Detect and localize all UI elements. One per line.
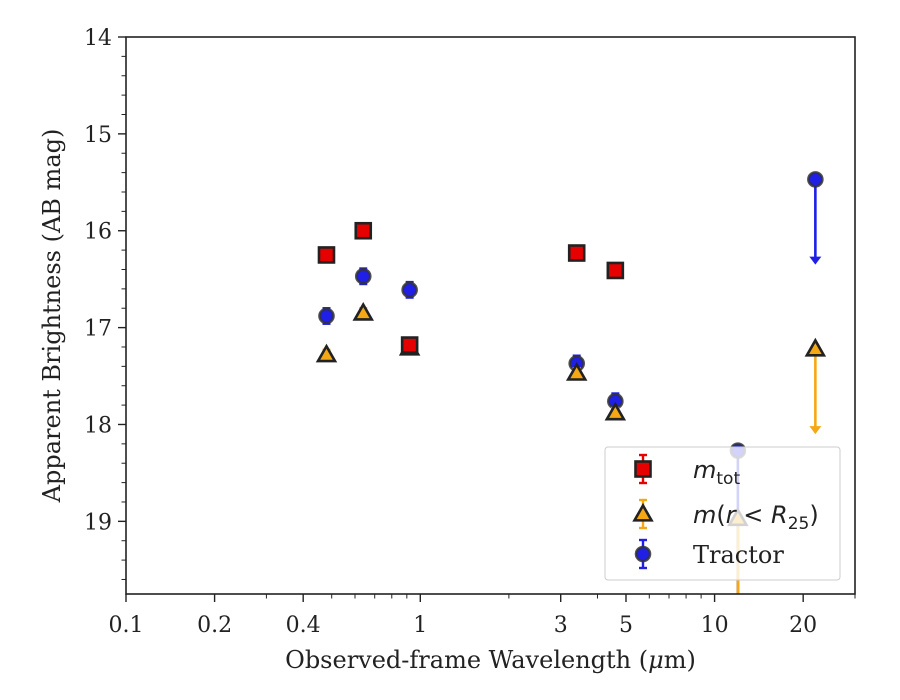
point-mtot bbox=[606, 261, 625, 280]
y-tick-label: 15 bbox=[84, 123, 112, 148]
y-axis-label: Apparent Brightness (AB mag) bbox=[38, 129, 66, 504]
point-mtot bbox=[354, 221, 373, 240]
arrow-head-mr25 bbox=[809, 426, 822, 435]
x-tick-label: 0.1 bbox=[109, 613, 144, 638]
plot-frame bbox=[125, 36, 856, 595]
legend-marker-tractor bbox=[634, 545, 652, 563]
legend-label-tractor: Tractor bbox=[693, 541, 784, 569]
y-tick-label: 19 bbox=[84, 510, 112, 535]
arrow-head-mr25 bbox=[732, 659, 744, 667]
point-tractor bbox=[401, 281, 418, 299]
arrow-head-tractor bbox=[732, 659, 744, 667]
x-tick-label: 0.4 bbox=[286, 613, 321, 638]
y-tick-label: 14 bbox=[84, 26, 112, 51]
x-tick-label: 20 bbox=[789, 613, 817, 638]
x-axis: 0.1 0.2 0.4 1 3 5 10 20 bbox=[109, 594, 856, 638]
legend: mtot m(r < R25) Tractor bbox=[604, 446, 841, 581]
point-mtot bbox=[400, 336, 419, 354]
point-mr25 bbox=[352, 301, 374, 321]
point-mtot bbox=[567, 244, 586, 262]
x-tick-label: 5 bbox=[619, 613, 633, 638]
y-axis: 14 15 16 17 18 19 bbox=[84, 26, 126, 580]
y-tick-label: 16 bbox=[84, 220, 112, 245]
point-mtot bbox=[317, 246, 336, 264]
series-mtot bbox=[317, 221, 625, 354]
y-tick-label: 17 bbox=[84, 317, 112, 342]
legend-label-mr25: m(r < R25) bbox=[693, 501, 819, 534]
arrow-head-tractor bbox=[809, 256, 822, 265]
x-tick-label: 3 bbox=[554, 613, 568, 638]
x-axis-label: Observed-frame Wavelength (μm) bbox=[285, 646, 696, 674]
point-tractor bbox=[354, 267, 372, 285]
point-tractor bbox=[318, 307, 335, 325]
data-layer bbox=[315, 171, 827, 667]
point-mr25 bbox=[804, 337, 827, 357]
point-mr25 bbox=[315, 343, 338, 363]
legend-box bbox=[604, 446, 841, 581]
legend-marker-mr25 bbox=[632, 502, 654, 522]
point-mr25 bbox=[565, 362, 588, 381]
legend-label-mtot: mtot bbox=[693, 456, 740, 489]
point-mr25 bbox=[604, 401, 627, 421]
y-tick-label: 18 bbox=[84, 413, 112, 438]
point-tractor bbox=[807, 171, 824, 188]
x-tick-label: 10 bbox=[701, 613, 729, 638]
legend-markers bbox=[632, 453, 654, 570]
x-tick-label: 1 bbox=[413, 613, 427, 638]
legend-marker-mtot bbox=[634, 460, 652, 478]
x-tick-label: 0.2 bbox=[197, 613, 232, 638]
